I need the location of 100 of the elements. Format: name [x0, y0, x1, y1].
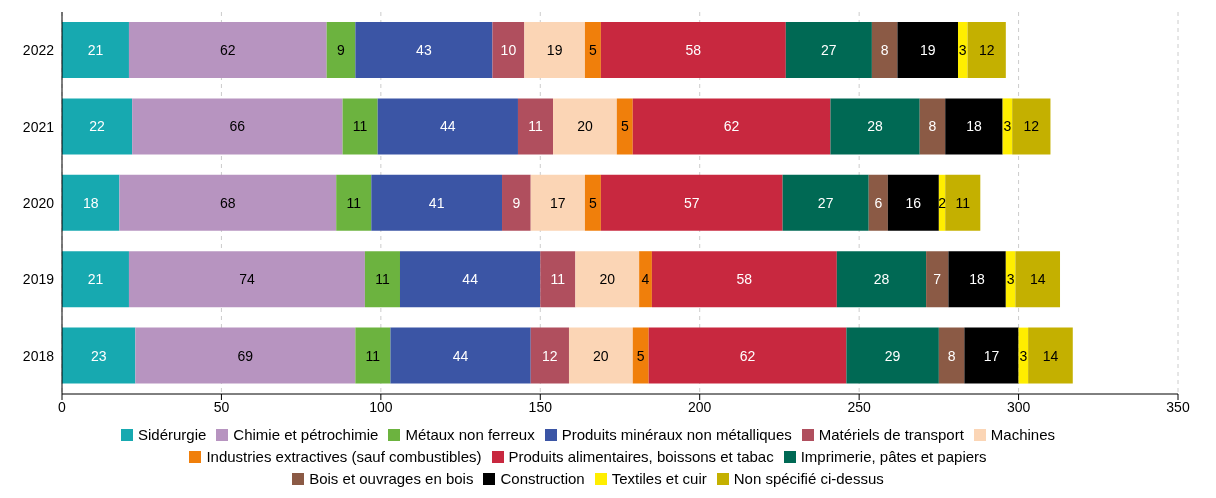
x-tick-label: 150 [528, 398, 553, 415]
data-label: 62 [723, 118, 740, 135]
data-label: 57 [683, 194, 700, 211]
data-label: 23 [90, 347, 107, 364]
data-label: 6 [874, 194, 883, 211]
data-label: 18 [969, 271, 986, 288]
legend-label: Chimie et pétrochimie [233, 425, 379, 445]
bar [648, 327, 847, 384]
bar [492, 22, 525, 78]
data-label: 3 [1006, 271, 1015, 288]
bar [1028, 327, 1073, 384]
data-label: 9 [512, 194, 521, 211]
x-tick-label: 50 [213, 398, 230, 415]
data-label: 3 [958, 41, 967, 58]
legend-label: Imprimerie, pâtes et papiers [800, 447, 987, 467]
bar [62, 327, 136, 384]
bar [530, 327, 569, 384]
data-label: 68 [220, 194, 236, 211]
data-label: 58 [685, 41, 702, 58]
data-label: 11 [346, 194, 362, 211]
bar [868, 174, 888, 231]
data-label: 22 [89, 118, 106, 135]
bar [326, 22, 356, 78]
x-tick-label: 350 [1166, 398, 1190, 415]
data-label: 12 [1023, 118, 1040, 135]
data-label: 19 [919, 41, 936, 58]
legend-label: Métaux non ferreux [405, 425, 535, 445]
bar [342, 98, 378, 155]
bar [616, 98, 633, 155]
bar [62, 174, 120, 231]
legend-label: Industries extractives (sauf combustibles) [206, 447, 482, 467]
data-label: 8 [880, 41, 889, 58]
data-label: 44 [440, 118, 456, 135]
data-label: 5 [620, 118, 629, 135]
legend-label: Produits minéraux non métalliques [561, 425, 792, 445]
bar [119, 174, 337, 231]
data-label: 41 [428, 194, 445, 211]
data-label: 19 [546, 41, 563, 58]
data-label: 4 [641, 271, 650, 288]
data-label: 9 [337, 41, 346, 58]
bar [364, 251, 400, 308]
data-label: 11 [955, 194, 971, 211]
legend-label: Bois et ouvrages en bois [309, 469, 474, 489]
data-label: 20 [593, 347, 609, 364]
bar [964, 327, 1019, 384]
data-label: 17 [550, 194, 566, 211]
data-label: 11 [528, 118, 543, 135]
data-label: 17 [983, 347, 1000, 364]
y-tick-label: 2022 [22, 42, 55, 59]
bar [584, 22, 601, 78]
bar [846, 327, 939, 384]
data-label: 5 [636, 347, 645, 364]
bar [502, 174, 531, 231]
data-label: 66 [229, 118, 246, 135]
legend-label: Machines [990, 425, 1056, 445]
legend-label: Non spécifié ci-dessus [733, 469, 884, 489]
bar [517, 98, 554, 155]
bar [530, 174, 585, 231]
bar [524, 22, 585, 78]
data-label: 20 [577, 118, 593, 135]
data-label: 2 [938, 194, 947, 211]
bar [568, 327, 633, 384]
data-label: 8 [947, 347, 956, 364]
x-tick-label: 300 [1006, 398, 1031, 415]
data-label: 44 [452, 347, 469, 364]
bar [540, 251, 576, 308]
bar [135, 327, 356, 384]
bar [836, 251, 927, 308]
data-label: 58 [736, 271, 753, 288]
bar [887, 174, 939, 231]
bar [584, 174, 601, 231]
bar [128, 22, 327, 78]
data-label: 16 [905, 194, 922, 211]
y-tick-label: 2018 [22, 347, 55, 364]
bar [957, 22, 968, 78]
bar [948, 251, 1006, 308]
data-label: 74 [239, 271, 255, 288]
bar [62, 22, 129, 78]
bar [575, 251, 640, 308]
data-label: 21 [87, 271, 104, 288]
x-tick-label: 100 [369, 398, 393, 415]
bar [897, 22, 958, 78]
bar [919, 98, 946, 155]
data-label: 69 [237, 347, 254, 364]
data-label: 10 [500, 41, 517, 58]
data-label: 44 [462, 271, 479, 288]
data-label: 29 [884, 347, 901, 364]
data-label: 8 [928, 118, 937, 135]
data-label: 5 [589, 41, 597, 58]
bar [632, 327, 649, 384]
data-label: 12 [978, 41, 995, 58]
legend-label: Sidérurgie [137, 425, 207, 445]
y-tick-label: 2020 [22, 194, 55, 211]
x-tick-label: 250 [847, 398, 872, 415]
data-label: 7 [933, 271, 942, 288]
bar [1012, 98, 1051, 155]
data-label: 62 [739, 347, 756, 364]
data-label: 62 [220, 41, 236, 58]
data-label: 11 [550, 271, 566, 288]
bar [62, 251, 129, 308]
